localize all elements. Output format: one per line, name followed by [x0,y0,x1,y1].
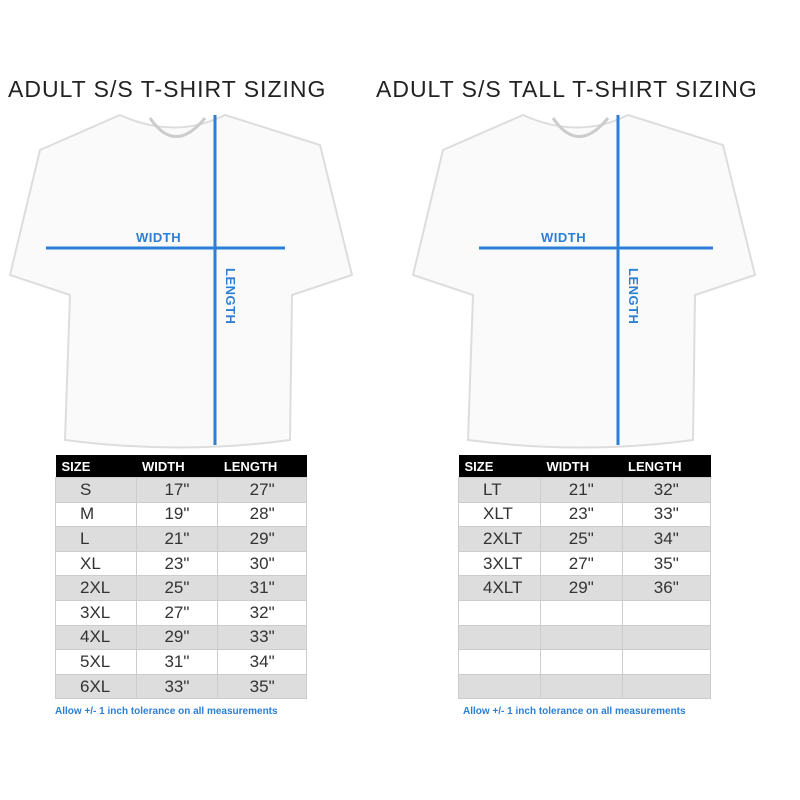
table-row [458,599,712,626]
width-cell: 27" [135,599,219,626]
width-cell: 25" [135,575,219,601]
table-row: 5XL 31" 34" [55,649,307,675]
length-cell [621,624,712,651]
size-cell: M [55,501,137,528]
left-title: ADULT S/S T-SHIRT SIZING [8,76,327,102]
size-cell: 3XLT [458,550,541,577]
length-cell: 30" [217,550,307,577]
width-cell: 27" [540,550,623,577]
size-cell: XL [55,550,137,577]
length-cell: 34" [217,649,307,675]
length-cell [621,673,712,700]
table-row: XL 23" 30" [55,550,307,577]
width-cell: 21" [135,526,219,552]
length-cell: 35" [217,673,307,700]
column-header: SIZE [55,455,137,478]
tshirt-image-left [8,113,354,449]
width-label: WIDTH [136,230,182,245]
size-cell [458,673,541,700]
size-cell: 4XL [55,624,137,651]
table-row [458,649,712,675]
length-cell [621,599,712,626]
length-cell: 35" [621,550,712,577]
tolerance-note: Allow +/- 1 inch tolerance on all measur… [55,706,278,717]
table-row: 4XLT 29" 36" [458,575,712,601]
length-cell: 34" [621,526,712,552]
tshirt-image-right [411,113,757,449]
table-header: SIZE WIDTH LENGTH [55,455,307,478]
length-cell: 29" [217,526,307,552]
table-row: 6XL 33" 35" [55,673,307,700]
length-cell: 32" [621,477,712,503]
column-header: LENGTH [622,455,711,478]
table-row: 3XLT 27" 35" [458,550,712,577]
length-cell: 28" [217,501,307,528]
size-cell: 4XLT [458,575,541,601]
width-cell: 29" [135,624,219,651]
table-row [458,673,712,700]
table-row: XLT 23" 33" [458,501,712,528]
width-cell: 23" [540,501,623,528]
column-header: LENGTH [217,455,307,478]
table-row: 4XL 29" 33" [55,624,307,651]
width-label: WIDTH [541,230,587,245]
length-label: LENGTH [223,268,238,325]
size-cell: 5XL [55,649,137,675]
size-cell: XLT [458,501,541,528]
column-header: WIDTH [136,455,218,478]
table-row: 3XL 27" 32" [55,599,307,626]
length-cell: 36" [621,575,712,601]
size-cell: L [55,526,137,552]
width-cell [540,649,623,675]
width-cell: 21" [540,477,623,503]
tolerance-note: Allow +/- 1 inch tolerance on all measur… [463,706,686,717]
size-cell: 2XL [55,575,137,601]
length-cell: 33" [621,501,712,528]
size-cell: 3XL [55,599,137,626]
size-cell: LT [458,477,541,503]
width-cell: 33" [135,673,219,700]
length-cell: 33" [217,624,307,651]
table-row: L 21" 29" [55,526,307,552]
width-cell [540,673,623,700]
size-table-right: SIZE WIDTH LENGTH LT 21" 32" XLT 23" 33" 2XLT 25" 3… [458,455,712,700]
length-label: LENGTH [626,268,641,325]
table-row: M 19" 28" [55,501,307,528]
width-cell: 19" [135,501,219,528]
size-cell [458,624,541,651]
length-cell: 27" [217,477,307,503]
width-cell: 31" [135,649,219,675]
column-header: WIDTH [540,455,623,478]
width-cell: 17" [135,477,219,503]
width-cell [540,624,623,651]
width-cell: 25" [540,526,623,552]
length-cell [621,649,712,675]
column-header: SIZE [458,455,541,478]
size-cell [458,599,541,626]
width-cell: 29" [540,575,623,601]
table-row [458,624,712,651]
size-cell: 6XL [55,673,137,700]
right-title: ADULT S/S TALL T-SHIRT SIZING [376,76,758,102]
size-cell: 2XLT [458,526,541,552]
length-cell: 31" [217,575,307,601]
size-table-left: SIZE WIDTH LENGTH S 17" 27" M 19" 28" L 21" 29" XL 23… [55,455,307,700]
width-cell [540,599,623,626]
table-header: SIZE WIDTH LENGTH [458,455,711,478]
length-cell: 32" [217,599,307,626]
table-row: S 17" 27" [55,477,307,503]
width-cell: 23" [135,550,219,577]
table-row: LT 21" 32" [458,477,712,503]
size-cell: S [55,477,137,503]
table-row: 2XL 25" 31" [55,575,307,601]
size-cell [458,649,541,675]
table-row: 2XLT 25" 34" [458,526,712,552]
